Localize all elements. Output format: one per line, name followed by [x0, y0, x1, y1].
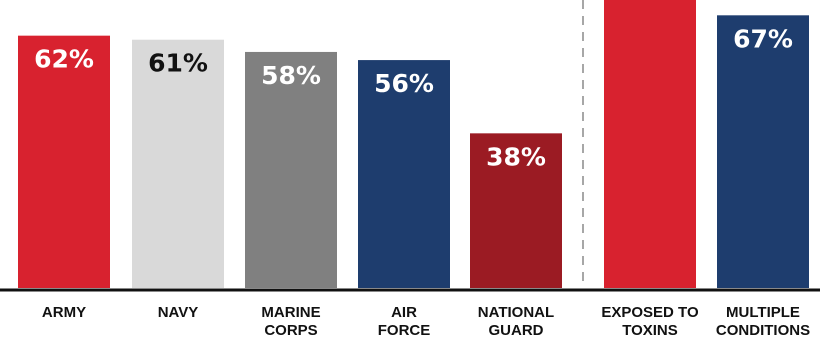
data-label-2: 58%	[261, 61, 321, 90]
category-label-3-line-1: FORCE	[378, 322, 431, 338]
category-label-0-line-0: ARMY	[42, 304, 86, 321]
category-label-2-line-1: CORPS	[264, 322, 317, 338]
category-label-6-line-0: MULTIPLE	[726, 304, 800, 321]
data-label-4: 38%	[486, 142, 546, 171]
category-label-5-line-0: EXPOSED TO	[601, 304, 699, 321]
bar-1	[132, 39, 224, 289]
category-label-3-line-0: AIR	[391, 304, 417, 321]
bar-5	[604, 0, 696, 289]
data-label-6: 67%	[733, 24, 793, 53]
bar-6	[717, 15, 809, 289]
data-label-1: 61%	[148, 49, 208, 78]
category-label-2-line-0: MARINE	[261, 304, 320, 321]
bars-layer: 62% 61% 58% 56% 38% 67%	[18, 0, 809, 289]
bar-0	[18, 35, 110, 288]
category-label-5-line-1: TOXINS	[622, 322, 678, 338]
category-label-4-line-0: NATIONAL	[478, 304, 554, 321]
data-label-0: 62%	[34, 45, 94, 74]
category-label-1-line-0: NAVY	[158, 304, 199, 321]
data-label-3: 56%	[374, 69, 434, 98]
bar-3	[358, 60, 450, 288]
category-label-6-line-1: CONDITIONS	[716, 322, 810, 338]
bar-2	[245, 51, 337, 288]
category-label-4-line-1: GUARD	[489, 322, 544, 338]
bar-4	[470, 133, 562, 288]
